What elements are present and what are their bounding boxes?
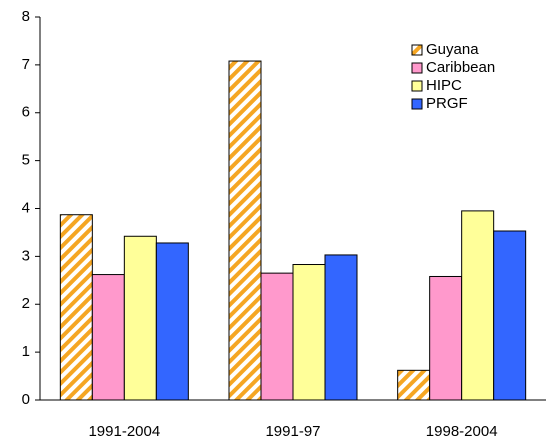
x-tick-label: 1991-2004 [88,423,160,440]
y-tick-label: 2 [22,295,30,312]
y-tick-label: 5 [22,152,30,169]
bar [324,254,358,401]
y-tick-label: 7 [22,56,30,73]
bar [493,230,527,401]
bar [123,235,157,401]
bar [59,214,93,401]
legend-label: PRGF [426,95,468,112]
bar [292,264,326,401]
x-tick-label: 1991-97 [265,423,320,440]
x-tick-label: 1998-2004 [426,423,498,440]
legend-swatch [411,62,423,74]
legend-swatch [411,44,423,56]
y-tick-label: 3 [22,247,30,264]
bar [429,275,463,401]
bar [461,210,495,401]
legend-swatch [411,80,423,92]
y-tick-label: 4 [22,199,30,216]
bar [228,60,262,401]
bar [155,242,189,401]
legend-swatch [411,98,423,110]
y-tick-label: 6 [22,104,30,121]
legend-label: Caribbean [426,59,495,76]
bar [260,272,294,401]
bar [91,274,125,401]
y-tick-label: 1 [22,343,30,360]
y-tick-label: 8 [22,8,30,25]
legend-label: Guyana [426,41,479,58]
bar [397,369,431,401]
y-tick-label: 0 [22,391,30,408]
legend-label: HIPC [426,77,462,94]
